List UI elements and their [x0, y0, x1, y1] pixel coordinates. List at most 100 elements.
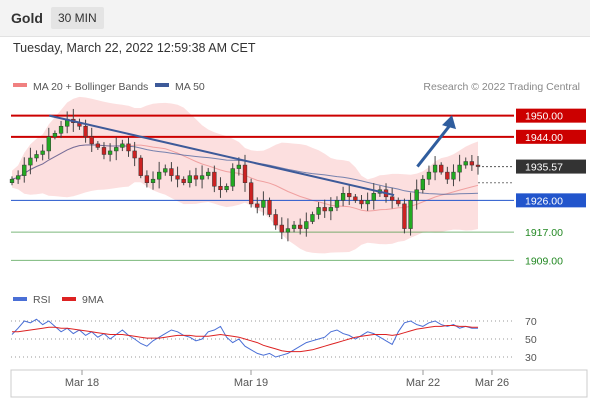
- candle-body: [432, 164, 438, 173]
- candle-body: [310, 214, 315, 222]
- x-tick-label-1: Mar 19: [234, 377, 268, 389]
- timestamp: Tuesday, March 22, 2022 12:59:38 AM CET: [13, 41, 256, 55]
- x-axis-frame: [10, 369, 588, 398]
- downtrend-line: [49, 114, 395, 197]
- candle-body: [445, 171, 450, 180]
- rsi-tick-label-2: 30: [525, 352, 537, 364]
- x-tick-label-3: Mar 26: [475, 377, 509, 389]
- candle-body: [469, 161, 475, 166]
- level-label-1: 1944.00: [525, 132, 563, 144]
- candle-body: [114, 147, 119, 152]
- candle-body: [206, 171, 211, 176]
- price-tags: 1950.00 1944.00 1926.00 1917.00 1909.00 1935.…: [478, 108, 586, 267]
- timeframe-badge[interactable]: 30 MIN: [51, 7, 104, 29]
- candle-body: [457, 164, 462, 173]
- candle-body: [322, 207, 327, 212]
- current-price-label: 1935.57: [525, 162, 563, 174]
- rsi-panel: 70 50 30: [11, 316, 537, 364]
- candle-body: [212, 171, 217, 187]
- candle-body: [28, 157, 33, 166]
- candle-body: [340, 193, 346, 201]
- current-price-tag: [516, 159, 586, 174]
- rsi-tick-label-0: 70: [525, 316, 537, 328]
- candle-body: [414, 189, 419, 201]
- level-label-3: 1917.00: [525, 227, 563, 239]
- candle-body: [218, 185, 223, 191]
- legend-label-rsi: RSI: [33, 294, 51, 306]
- candle-body: [371, 193, 376, 201]
- candle-body: [15, 175, 21, 180]
- legend-label-ma50: MA 50: [175, 81, 205, 93]
- candle-body: [390, 196, 395, 201]
- candle-body: [132, 150, 137, 159]
- candle-body: [304, 221, 309, 229]
- level-label-4: 1909.00: [525, 255, 563, 267]
- candle-body: [285, 228, 291, 233]
- candle-body: [193, 175, 199, 180]
- source-credit: Research © 2022 Trading Central: [423, 81, 580, 93]
- rsi-tick-label-1: 50: [525, 334, 537, 346]
- x-tick-label-2: Mar 22: [406, 377, 440, 389]
- legend-label-ma20: MA 20 + Bollinger Bands: [33, 81, 148, 93]
- candle-body: [175, 175, 180, 180]
- legend-swatch-9ma: [62, 297, 76, 301]
- candle-body: [463, 161, 468, 166]
- candle-body: [316, 207, 321, 215]
- candle-body: [144, 175, 150, 183]
- level-label-0: 1950.00: [525, 111, 563, 123]
- candle-body: [334, 200, 340, 208]
- header-bar: Gold 30 MIN: [0, 0, 590, 37]
- candle-body: [181, 178, 186, 183]
- candle-body: [58, 125, 64, 134]
- candle-body: [273, 214, 278, 226]
- x-axis: Mar 18 Mar 19 Mar 22 Mar 26: [65, 370, 509, 389]
- level-tag-2: [516, 193, 586, 208]
- legend-swatch-rsi: [13, 297, 27, 301]
- level-tag-0: [516, 108, 586, 123]
- candle-body: [22, 164, 27, 176]
- candle-body: [236, 164, 242, 169]
- legend-swatch-ma20: [13, 83, 27, 87]
- candle-body: [52, 133, 58, 138]
- candle-body: [34, 154, 39, 159]
- candle-body: [261, 200, 266, 208]
- candle-body: [9, 178, 15, 183]
- forecast-arrow-shaft: [416, 124, 452, 168]
- legend-swatch-ma50: [155, 83, 169, 87]
- candle-body: [89, 136, 94, 145]
- candle-body: [365, 200, 370, 205]
- candle-body: [328, 207, 333, 212]
- candle-body: [40, 150, 45, 155]
- candle-body: [46, 136, 51, 152]
- candle-body: [150, 178, 156, 183]
- legend-label-9ma: 9MA: [82, 294, 104, 306]
- candle-body: [242, 164, 248, 183]
- level-label-2: 1926.00: [525, 195, 563, 207]
- candle-body: [138, 157, 143, 176]
- candle-body: [279, 224, 284, 233]
- candle-body: [248, 182, 254, 205]
- candle-body: [255, 203, 260, 208]
- candle-body: [402, 203, 407, 229]
- candle-body: [163, 168, 168, 173]
- candle-body: [169, 168, 174, 176]
- candle-body: [408, 200, 413, 229]
- candle-body: [291, 224, 297, 229]
- forecast-arrow-head: [442, 115, 457, 130]
- candle-body: [426, 171, 432, 180]
- candle-body: [267, 200, 272, 215]
- candle-body: [439, 164, 444, 173]
- trendline-group: [49, 114, 457, 197]
- candle-body: [359, 200, 364, 205]
- candle-body: [353, 196, 358, 201]
- instrument-title: Gold: [11, 10, 43, 26]
- candle-body: [396, 200, 401, 205]
- level-tag-1: [516, 129, 586, 144]
- candle-body: [107, 150, 113, 155]
- candle-body: [101, 147, 107, 155]
- candle-body: [83, 125, 88, 138]
- candle-body: [199, 175, 205, 180]
- rsi-line: [11, 318, 478, 358]
